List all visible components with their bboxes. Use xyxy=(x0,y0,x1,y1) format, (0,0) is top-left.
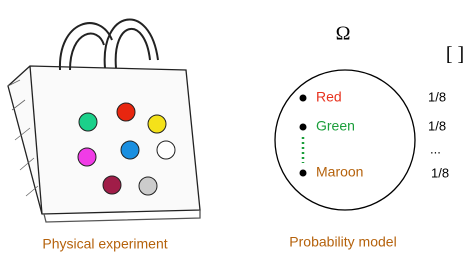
probability: 1/8 xyxy=(428,89,446,104)
caption: Probability model xyxy=(289,234,396,250)
probability: 1/8 xyxy=(428,118,446,133)
sample-space xyxy=(275,70,415,210)
outcome-label: Red xyxy=(316,89,342,105)
diagram: Physical experiment Ω [ ] Red Green Maro… xyxy=(0,0,475,258)
probability: 1/8 xyxy=(431,165,449,180)
outcome-label: Green xyxy=(316,118,355,134)
brackets: [ ] xyxy=(446,44,464,66)
bag xyxy=(8,19,200,222)
points xyxy=(300,95,307,177)
ellipsis: ... xyxy=(430,141,441,156)
outcome-label: Maroon xyxy=(316,164,363,180)
caption: Physical experiment xyxy=(42,236,167,252)
omega: Ω xyxy=(336,23,351,45)
